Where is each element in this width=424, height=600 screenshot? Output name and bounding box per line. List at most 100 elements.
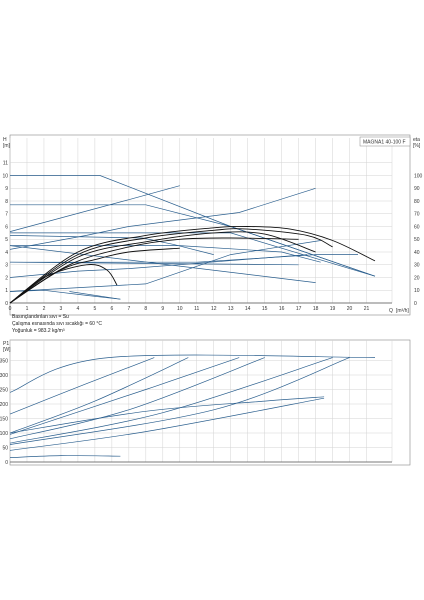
- y-tick-label: 6: [5, 224, 8, 230]
- y-tick-label: 8: [5, 199, 8, 205]
- power-tick-label: 100: [0, 431, 8, 437]
- power-curve: [9, 357, 155, 415]
- power-chart-frame: [9, 339, 411, 466]
- head-curve: [10, 204, 376, 277]
- chart-title: MAGNA1 40-100 F: [363, 140, 406, 146]
- y-axis-label: H: [3, 137, 7, 143]
- y-tick-label: 11: [3, 161, 8, 167]
- head-curve: [9, 185, 180, 232]
- note-density: Yoğunluk = 983.2 kg/m³: [12, 328, 65, 334]
- head-chart-x-ticks: 0 1 2 3 4 5 6 7 8 9 10 11 12 13 14 15 16 17 18 19 20 21: [9, 306, 370, 312]
- efficiency-curve: [9, 228, 333, 304]
- y-tick-label: 3: [5, 263, 8, 269]
- head-curve: [10, 175, 376, 277]
- head-curve: [9, 254, 308, 278]
- eta-tick-label: 70: [414, 212, 420, 218]
- head-curve: [9, 240, 321, 292]
- power-tick-label: 350: [0, 358, 8, 364]
- eta-tick-label: 20: [414, 275, 420, 281]
- eta-tick-label: 80: [414, 199, 420, 205]
- x-tick-label: 10: [177, 306, 183, 312]
- x-tick-label: 16: [279, 306, 285, 312]
- efficiency-curve: [9, 231, 316, 304]
- x-axis-label: Q: [389, 308, 393, 314]
- y-axis-unit: [m]: [3, 143, 11, 149]
- power-tick-label: 250: [0, 387, 8, 393]
- power-curve: [9, 357, 333, 444]
- eta-tick-label: 30: [414, 263, 420, 269]
- y-tick-label: 1: [5, 288, 8, 294]
- x-tick-label: 20: [347, 306, 353, 312]
- power-curve: [9, 357, 350, 445]
- x-axis-unit: [m³/h]: [396, 308, 409, 314]
- y-tick-label: 5: [5, 237, 8, 243]
- power-curve: [9, 357, 265, 440]
- power-curve: [9, 357, 189, 434]
- y-tick-label: 10: [2, 173, 8, 179]
- power-tick-label: 200: [0, 402, 8, 408]
- y-tick-label: 9: [5, 186, 8, 192]
- note-temperature: Çalışma esnasında sıvı sıcaklığı = 60 °C: [12, 321, 102, 327]
- eta-axis-label: eta: [413, 137, 420, 143]
- head-chart: 0 1 2 3 4 5 6 7 8 9 10 11 12 13 14 15 16 17 18 19 20 21 01234…: [2, 134, 423, 316]
- x-tick-label: 14: [245, 306, 251, 312]
- head-curve: [9, 261, 299, 266]
- power-chart-y-ticks: 0 50 100 150 200 250 300 350: [0, 358, 8, 466]
- efficiency-curve: [9, 225, 376, 304]
- head-chart-y-ticks: 0 1 2 3 4 5 6 7 8 9 10 11: [2, 161, 8, 307]
- x-tick-label: 4: [77, 306, 80, 312]
- y-tick-label: 2: [5, 275, 8, 281]
- head-curve: [9, 187, 316, 250]
- eta-tick-label: 100: [414, 173, 423, 179]
- head-chart-grid: [9, 138, 393, 304]
- x-tick-label: 21: [364, 306, 370, 312]
- eta-tick-label: 0: [414, 301, 417, 307]
- power-curve: [9, 354, 376, 393]
- x-tick-label: 11: [194, 306, 199, 312]
- power-chart-grid: [9, 340, 393, 463]
- power-tick-label: 300: [0, 373, 8, 379]
- chart-title-box: [359, 136, 411, 147]
- head-chart-series: [9, 175, 376, 304]
- head-curve: [10, 232, 376, 277]
- y-tick-label: 0: [5, 301, 8, 307]
- power-curve: [9, 357, 240, 435]
- x-tick-label: 5: [93, 306, 96, 312]
- eta-tick-label: 50: [414, 237, 420, 243]
- x-tick-label: 3: [60, 306, 63, 312]
- efficiency-curve: [9, 264, 118, 304]
- x-tick-label: 8: [144, 306, 147, 312]
- efficiency-curve: [9, 247, 180, 304]
- power-tick-label: 150: [0, 416, 8, 422]
- y-tick-label: 4: [5, 250, 8, 256]
- power-curve: [9, 455, 121, 458]
- power-axis-unit: [W]: [3, 347, 11, 353]
- x-tick-label: 2: [43, 306, 46, 312]
- power-tick-label: 50: [2, 445, 8, 451]
- eta-tick-label: 90: [414, 186, 420, 192]
- y-tick-label: 7: [5, 212, 8, 218]
- x-tick-label: 1: [26, 306, 29, 312]
- eta-tick-label: 60: [414, 224, 420, 230]
- power-curve: [9, 397, 325, 451]
- head-curve: [9, 245, 316, 283]
- fluid-notes: Basınçlandırılan sıvı = Su Çalışma esnas…: [12, 314, 102, 334]
- x-tick-label: 13: [228, 306, 234, 312]
- note-fluid: Basınçlandırılan sıvı = Su: [12, 314, 69, 320]
- eta-axis-unit: [%]: [413, 143, 421, 149]
- x-tick-label: 19: [330, 306, 336, 312]
- efficiency-curve: [9, 237, 299, 304]
- power-curve: [9, 396, 325, 434]
- x-tick-label: 17: [296, 306, 302, 312]
- x-tick-label: 9: [161, 306, 164, 312]
- eta-tick-label: 40: [414, 250, 420, 256]
- power-chart-series: [9, 354, 376, 458]
- x-tick-label: 12: [211, 306, 217, 312]
- x-tick-label: 6: [110, 306, 113, 312]
- head-curve: [9, 235, 214, 255]
- eta-tick-label: 10: [414, 288, 420, 294]
- head-chart-eta-ticks: 0 10 20 30 40 50 60 70 80 90 100: [414, 173, 423, 306]
- x-tick-label: 0: [9, 306, 12, 312]
- x-tick-label: 15: [262, 306, 268, 312]
